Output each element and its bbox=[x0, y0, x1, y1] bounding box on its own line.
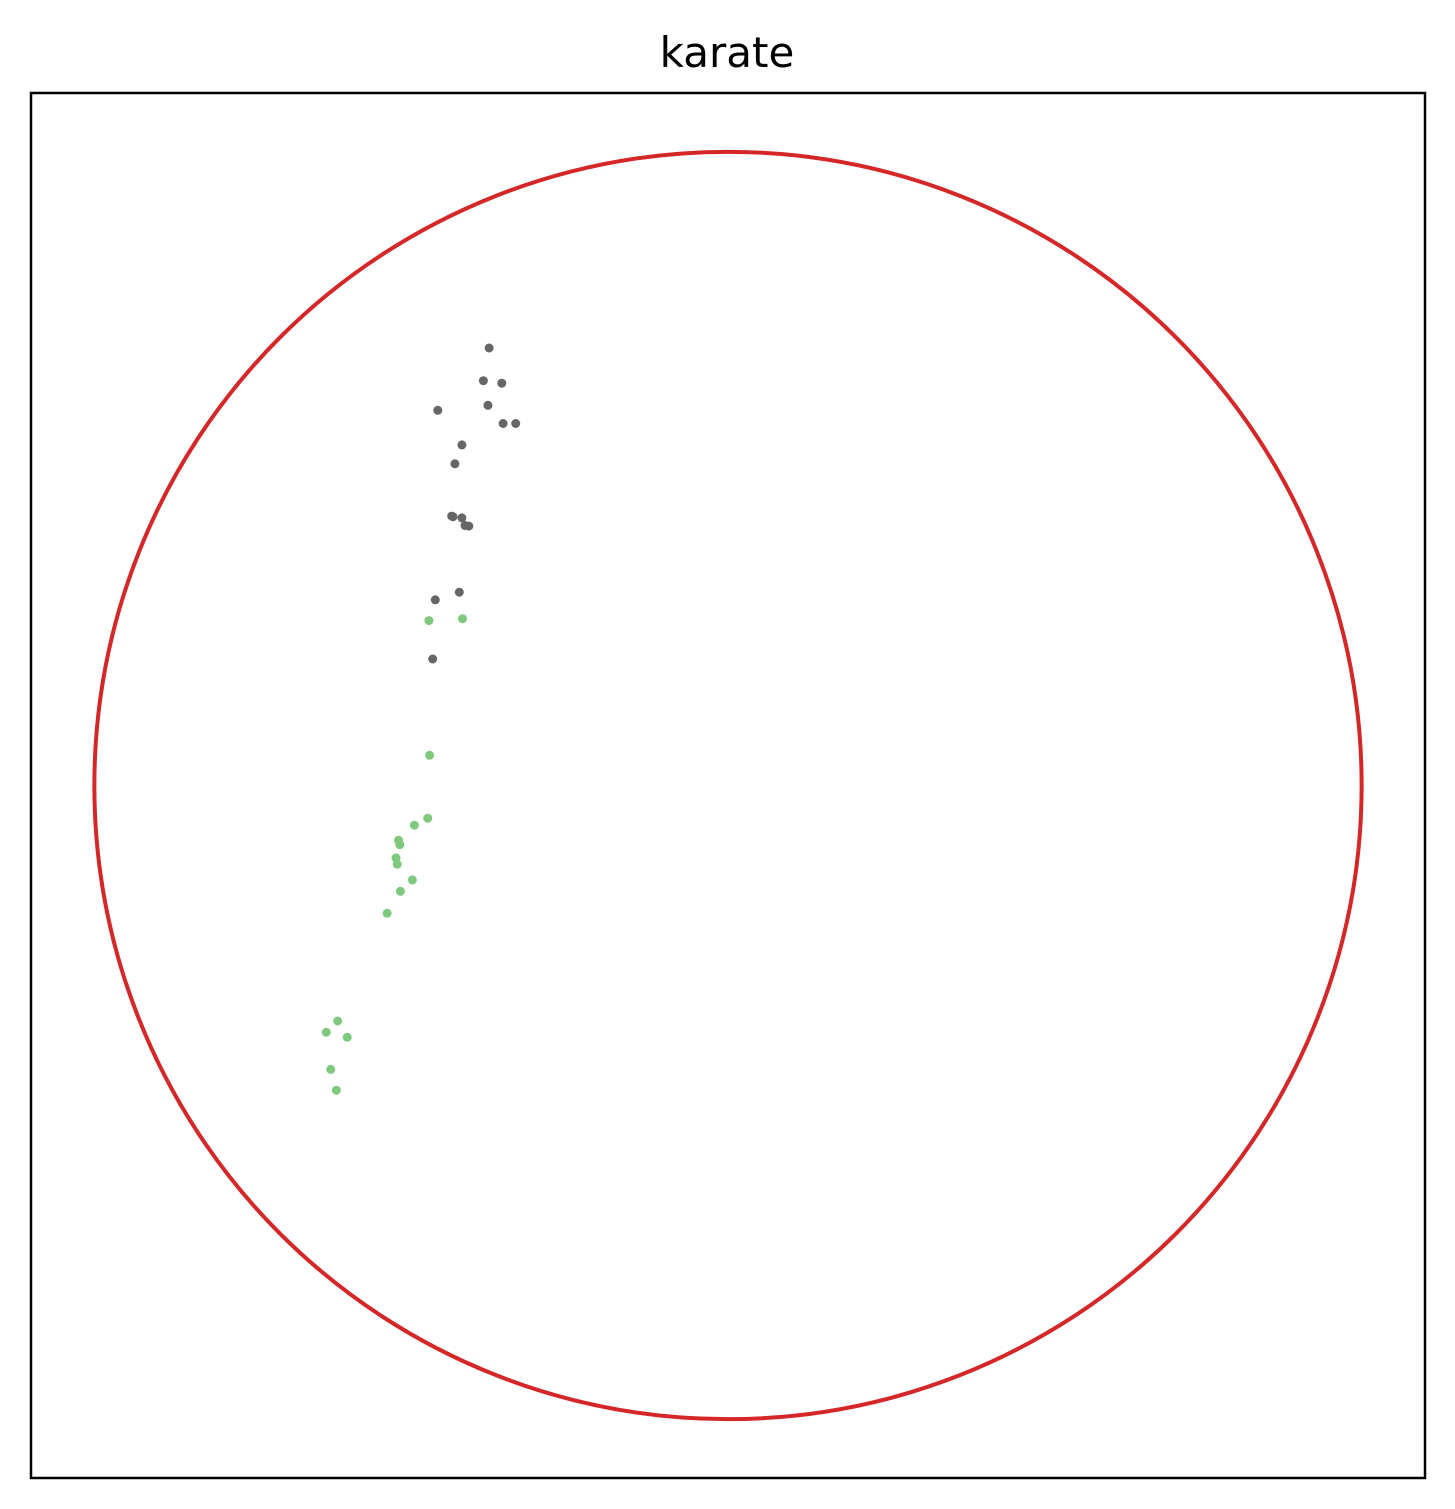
scatter-point-series-1-15 bbox=[326, 1064, 336, 1074]
scatter-point-series-0-8 bbox=[450, 459, 460, 469]
plot-frame bbox=[29, 91, 1427, 1480]
scatter-point-series-0-10 bbox=[448, 512, 458, 522]
scatter-point-series-1-6 bbox=[395, 840, 405, 850]
scatter-point-series-0-3 bbox=[483, 400, 493, 410]
scatter-point-series-1-1 bbox=[458, 614, 467, 624]
scatter-point-series-0-2 bbox=[497, 378, 507, 388]
points-layer bbox=[321, 343, 521, 1095]
scatter-point-series-0-4 bbox=[433, 405, 443, 415]
scatter-point-series-1-9 bbox=[407, 875, 417, 885]
scatter-point-series-1-14 bbox=[321, 1027, 331, 1037]
scatter-point-series-0-15 bbox=[430, 595, 440, 605]
scatter-point-series-0-0 bbox=[484, 343, 494, 353]
scatter-point-series-0-14 bbox=[454, 587, 464, 597]
scatter-point-series-1-10 bbox=[395, 886, 405, 896]
scatter-point-series-0-11 bbox=[457, 513, 467, 523]
scatter-point-series-1-2 bbox=[425, 750, 435, 760]
scatter-point-series-1-12 bbox=[333, 1016, 343, 1026]
scatter-point-series-1-4 bbox=[409, 820, 419, 830]
scatter-point-series-1-3 bbox=[423, 813, 433, 823]
scatter-point-series-1-11 bbox=[382, 908, 392, 918]
scatter-point-series-0-6 bbox=[511, 419, 521, 428]
chart-title: karate bbox=[660, 28, 795, 77]
boundary-circle bbox=[92, 149, 1364, 1422]
scatter-point-series-1-8 bbox=[392, 859, 402, 869]
scatter-point-series-1-16 bbox=[331, 1085, 341, 1095]
scatter-point-series-1-0 bbox=[424, 616, 434, 626]
scatter-point-series-0-16 bbox=[428, 654, 438, 664]
scatter-point-series-0-7 bbox=[457, 440, 467, 450]
scatter-point-series-0-1 bbox=[478, 376, 488, 386]
scatter-point-series-0-5 bbox=[498, 419, 508, 428]
scatter-point-series-0-13 bbox=[464, 521, 474, 531]
scatter-point-series-1-13 bbox=[342, 1032, 352, 1042]
